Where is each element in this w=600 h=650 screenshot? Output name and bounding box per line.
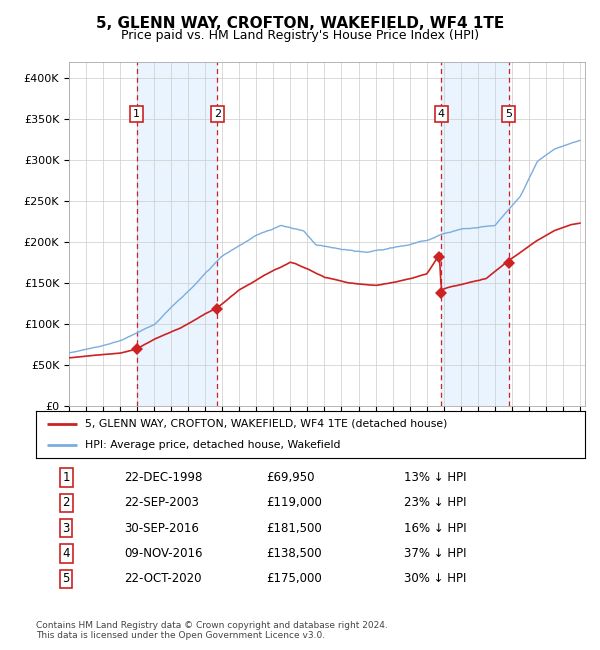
Text: 5, GLENN WAY, CROFTON, WAKEFIELD, WF4 1TE: 5, GLENN WAY, CROFTON, WAKEFIELD, WF4 1T…	[96, 16, 504, 31]
Text: 4: 4	[62, 547, 70, 560]
Text: 30% ↓ HPI: 30% ↓ HPI	[404, 573, 466, 585]
Text: 1: 1	[62, 471, 70, 484]
Text: 13% ↓ HPI: 13% ↓ HPI	[404, 471, 466, 484]
Text: 1: 1	[133, 109, 140, 119]
Text: 22-OCT-2020: 22-OCT-2020	[124, 573, 202, 585]
Text: 22-DEC-1998: 22-DEC-1998	[124, 471, 202, 484]
Bar	[137, 62, 217, 406]
Text: £181,500: £181,500	[266, 521, 322, 534]
Text: 5, GLENN WAY, CROFTON, WAKEFIELD, WF4 1TE (detached house): 5, GLENN WAY, CROFTON, WAKEFIELD, WF4 1T…	[85, 419, 448, 428]
Text: 16% ↓ HPI: 16% ↓ HPI	[404, 521, 466, 534]
Text: 4: 4	[438, 109, 445, 119]
Text: Price paid vs. HM Land Registry's House Price Index (HPI): Price paid vs. HM Land Registry's House …	[121, 29, 479, 42]
Text: £119,000: £119,000	[266, 497, 322, 510]
Text: Contains HM Land Registry data © Crown copyright and database right 2024.
This d: Contains HM Land Registry data © Crown c…	[36, 621, 388, 640]
Text: £175,000: £175,000	[266, 573, 322, 585]
Text: 2: 2	[214, 109, 221, 119]
Text: 09-NOV-2016: 09-NOV-2016	[124, 547, 202, 560]
Bar	[441, 62, 509, 406]
Text: 5: 5	[62, 573, 70, 585]
Text: 23% ↓ HPI: 23% ↓ HPI	[404, 497, 466, 510]
Text: 3: 3	[62, 521, 70, 534]
Text: 2: 2	[62, 497, 70, 510]
Text: 37% ↓ HPI: 37% ↓ HPI	[404, 547, 466, 560]
Text: £138,500: £138,500	[266, 547, 322, 560]
Text: 5: 5	[505, 109, 512, 119]
Text: HPI: Average price, detached house, Wakefield: HPI: Average price, detached house, Wake…	[85, 441, 341, 450]
Text: 22-SEP-2003: 22-SEP-2003	[124, 497, 199, 510]
Text: 30-SEP-2016: 30-SEP-2016	[124, 521, 199, 534]
Text: £69,950: £69,950	[266, 471, 315, 484]
